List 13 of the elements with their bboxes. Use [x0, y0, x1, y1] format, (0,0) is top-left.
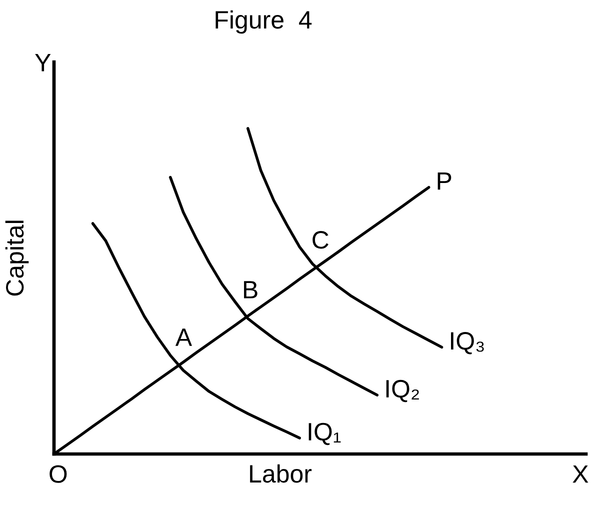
text: O	[50, 465, 67, 483]
x-axis-title: Labor	[250, 464, 312, 483]
y-axis-title: Capital	[5, 220, 29, 296]
annotation: A	[175, 328, 192, 346]
annotation: C	[312, 231, 328, 249]
series-label: IQ₂	[386, 380, 419, 402]
text: Y	[35, 54, 51, 72]
series-label: IQ₃	[451, 332, 484, 354]
chart-title: Figure 4	[216, 10, 312, 34]
series-label: IQ₁	[308, 422, 341, 446]
text: X	[572, 465, 588, 483]
annotation: B	[244, 281, 258, 298]
series-label: P	[438, 172, 452, 190]
